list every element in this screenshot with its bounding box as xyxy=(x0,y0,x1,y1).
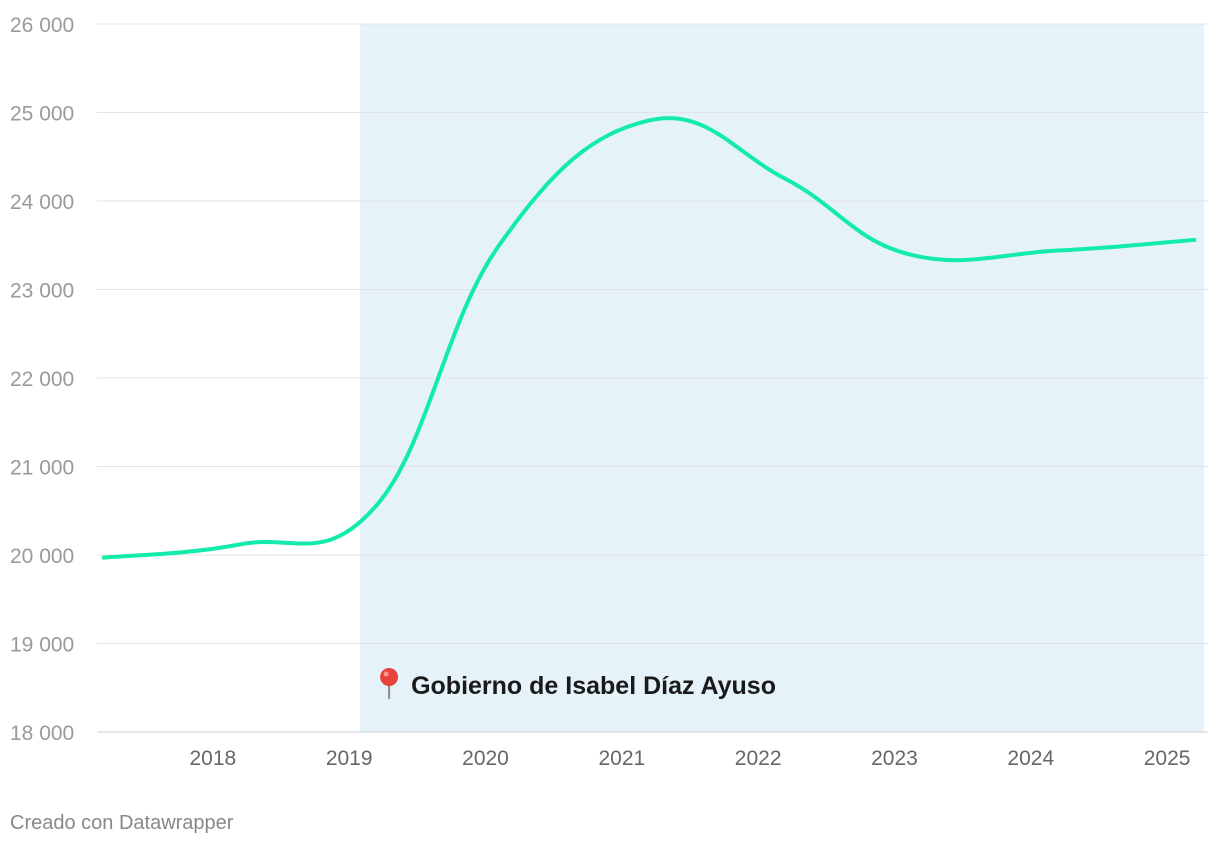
x-tick-label: 2021 xyxy=(598,747,645,770)
x-tick-label: 2019 xyxy=(326,747,373,770)
pushpin-icon xyxy=(380,668,399,699)
y-tick-label: 25 000 xyxy=(10,103,74,126)
y-tick-label: 23 000 xyxy=(10,280,74,303)
y-tick-label: 20 000 xyxy=(10,545,74,568)
series-line xyxy=(101,116,1197,560)
line-chart: 18 000 19 000 20 000 21 000 22 000 23 000 24 0… xyxy=(10,14,1208,770)
y-tick-label: 19 000 xyxy=(10,634,74,657)
annotation-label: Gobierno de Isabel Díaz Ayuso xyxy=(411,672,776,700)
x-tick-label: 2022 xyxy=(735,747,782,770)
x-tick-label: 2023 xyxy=(871,747,918,770)
y-tick-label: 24 000 xyxy=(10,191,74,214)
x-tick-label: 2025 xyxy=(1144,747,1191,770)
y-tick-label: 18 000 xyxy=(10,722,74,745)
credit-text: Creado con Datawrapper xyxy=(10,812,234,834)
y-tick-label: 26 000 xyxy=(10,14,74,37)
y-tick-label: 22 000 xyxy=(10,368,74,391)
x-tick-label: 2018 xyxy=(190,747,237,770)
x-tick-label: 2024 xyxy=(1007,747,1054,770)
y-tick-label: 21 000 xyxy=(10,457,74,480)
x-tick-label: 2020 xyxy=(462,747,509,770)
